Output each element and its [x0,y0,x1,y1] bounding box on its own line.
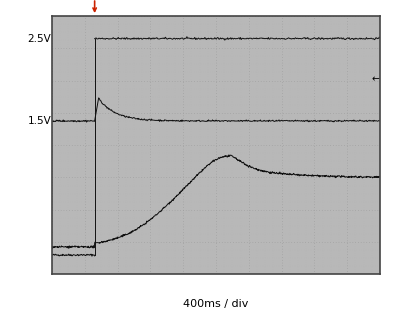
Text: 2.5V: 2.5V [28,33,51,44]
Text: 1.5V: 1.5V [28,116,51,126]
Text: ←: ← [372,74,380,84]
Text: 400ms / div: 400ms / div [183,300,249,309]
